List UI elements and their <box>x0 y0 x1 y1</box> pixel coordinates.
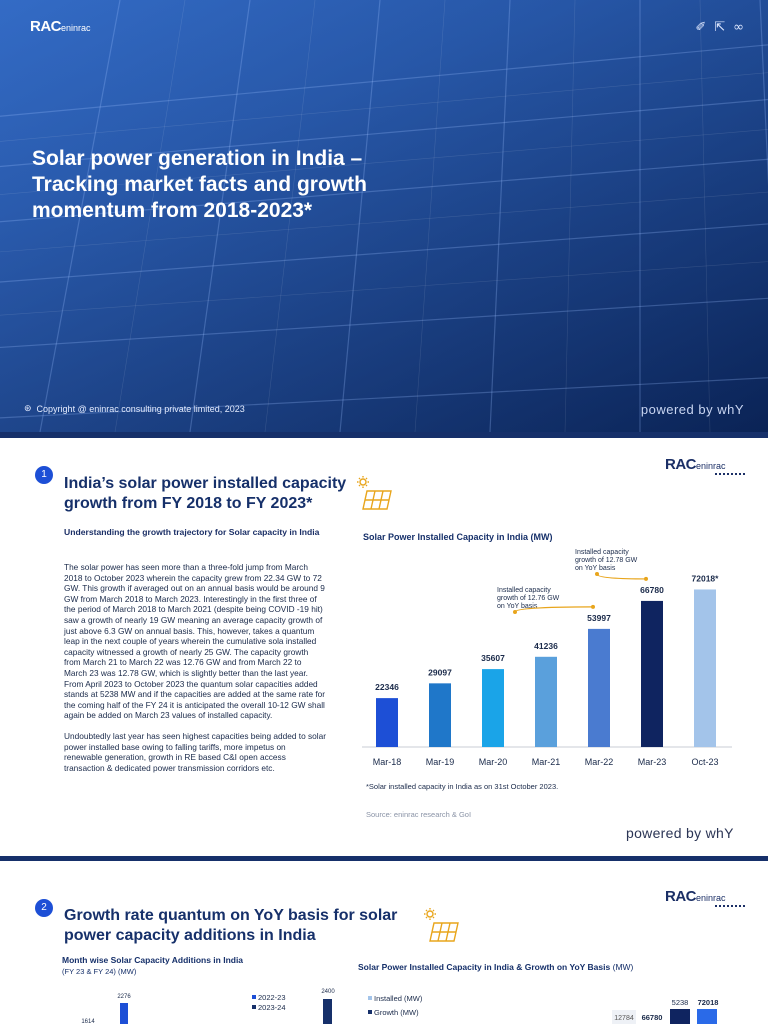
legend-swatch <box>368 996 372 1000</box>
data-label: 12784 <box>614 1015 634 1022</box>
hero-logo: RACeninrac <box>30 18 91 35</box>
source: Source: eninrac research & GoI <box>366 810 472 819</box>
tick-label: Mar-21 <box>532 757 561 767</box>
data-label: 66780 <box>640 585 664 595</box>
annotation-text: on YoY basis <box>575 565 616 572</box>
brand-dots <box>715 905 745 908</box>
solar-panel-icon <box>357 476 392 510</box>
copyright: ⊛ Copyright @ eninrac consulting private… <box>24 403 245 414</box>
data-label: 29097 <box>428 667 452 677</box>
tick-label: Oct-23 <box>691 757 718 767</box>
hero-toolbar: ✐ ⇱ ∞ <box>695 20 744 35</box>
data-label: 2276 <box>117 994 131 1000</box>
legend-swatch <box>252 1005 256 1009</box>
legend-swatch <box>252 995 256 999</box>
bar <box>588 628 610 747</box>
annotation-dot <box>591 604 595 609</box>
bar <box>482 669 504 747</box>
yoy-growth-chart: Installed (MW) Growth (MW) 12784 66780 5238 7… <box>368 994 719 1024</box>
solar-panel-background <box>0 0 768 432</box>
tick-label: Mar-23 <box>638 757 667 767</box>
legend-label: 2022-23 <box>258 993 286 1002</box>
data-label: 53997 <box>587 613 611 623</box>
chart-title: Solar Power Installed Capacity in India … <box>358 962 634 972</box>
data-label: 22346 <box>375 682 399 692</box>
brand-logo: RACeninrac <box>665 456 726 473</box>
bar <box>376 698 398 747</box>
copyright-icon: ⊛ <box>24 403 32 413</box>
bar <box>612 1010 636 1024</box>
annotation-dot <box>644 576 648 581</box>
tick-label: Mar-20 <box>479 757 508 767</box>
bar <box>323 999 332 1024</box>
subheading: Understanding the growth trajectory for … <box>64 527 320 537</box>
section-number: 2 <box>35 899 53 917</box>
tick-label: Mar-18 <box>373 757 402 767</box>
powered-by: powered by whY <box>640 402 744 417</box>
data-label: 41236 <box>534 641 558 651</box>
bar <box>694 589 716 747</box>
paragraph: Undoubtedly last year has seen highest c… <box>64 730 326 773</box>
section-title: India’s solar power installed capacity g… <box>64 475 347 512</box>
section-divider <box>0 432 768 438</box>
body-text: The solar power has seen more than a thr… <box>64 562 326 783</box>
data-label: 35607 <box>481 653 505 663</box>
link-icon[interactable]: ∞ <box>733 20 744 35</box>
annotation-arrow <box>596 573 647 580</box>
bar <box>697 1009 717 1024</box>
bar <box>120 1003 128 1024</box>
footnote: *Solar installed capacity in India as on… <box>366 782 559 791</box>
section-divider <box>0 856 768 861</box>
section-number: 1 <box>35 466 53 484</box>
legend-label: Installed (MW) <box>374 994 423 1003</box>
annotation-text: growth of 12.76 GW <box>497 595 560 602</box>
annotation-text: on YoY basis <box>497 603 538 610</box>
annotation-text: Installed capacity <box>497 587 551 594</box>
chart-subtitle: (FY 23 & FY 24) (MW) <box>62 967 137 976</box>
brand-dots <box>715 473 745 476</box>
section-title: Growth rate quantum on YoY basis for sol… <box>64 907 398 944</box>
data-label: 2400 <box>321 989 335 995</box>
powered-by: powered by whY <box>626 825 734 841</box>
data-label: 72018* <box>692 573 720 583</box>
annotation-text: growth of 12.78 GW <box>575 557 638 564</box>
paragraph: The solar power has seen more than a thr… <box>64 562 326 721</box>
hero-banner: RACeninrac ✐ ⇱ ∞ Solar power generation … <box>0 0 768 432</box>
chart-title: Month wise Solar Capacity Additions in I… <box>62 955 244 965</box>
bar <box>641 600 663 747</box>
tag-icon[interactable]: ✐ <box>695 20 707 35</box>
page-title: Solar power generation in India – Tracki… <box>32 147 367 222</box>
chart-title: Solar Power Installed Capacity in India … <box>363 532 553 542</box>
data-label: 66780 <box>642 1013 663 1022</box>
annotation-dot <box>595 572 599 576</box>
data-label: 5238 <box>672 998 689 1007</box>
bar <box>670 1009 690 1024</box>
legend-label: 2023-24 <box>258 1003 286 1012</box>
annotation-text: Installed capacity <box>575 549 629 556</box>
data-label: 72018 <box>698 998 719 1007</box>
legend-swatch <box>368 1010 372 1014</box>
tick-label: Mar-22 <box>585 757 614 767</box>
legend-label: Growth (MW) <box>374 1008 419 1017</box>
bar <box>429 683 451 747</box>
annotation-dot <box>513 610 517 614</box>
brand-logo: RACeninrac <box>665 888 726 905</box>
solar-panel-icon <box>424 908 459 942</box>
tick-label: Mar-19 <box>426 757 455 767</box>
share-icon[interactable]: ⇱ <box>714 20 726 35</box>
installed-capacity-chart: 22346 Mar-18 29097 Mar-19 35607 Mar-20 41236 Ma… <box>362 549 732 767</box>
bar <box>535 656 557 747</box>
data-label: 1614 <box>81 1019 95 1024</box>
